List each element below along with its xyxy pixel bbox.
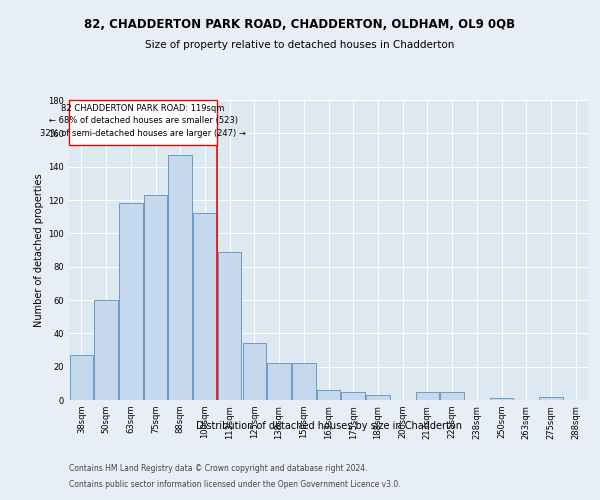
Text: 32% of semi-detached houses are larger (247) →: 32% of semi-detached houses are larger (… — [40, 129, 246, 138]
Bar — [94, 300, 118, 400]
Text: Distribution of detached houses by size in Chadderton: Distribution of detached houses by size … — [196, 421, 462, 431]
Bar — [440, 392, 464, 400]
Bar — [70, 355, 93, 400]
Bar — [539, 396, 563, 400]
Bar — [292, 364, 316, 400]
Bar — [490, 398, 513, 400]
Bar — [416, 392, 439, 400]
Text: 82 CHADDERTON PARK ROAD: 119sqm: 82 CHADDERTON PARK ROAD: 119sqm — [61, 104, 225, 113]
Bar — [366, 395, 389, 400]
Bar — [193, 214, 217, 400]
Bar — [144, 195, 167, 400]
Bar — [119, 204, 143, 400]
Y-axis label: Number of detached properties: Number of detached properties — [34, 173, 44, 327]
Text: 82, CHADDERTON PARK ROAD, CHADDERTON, OLDHAM, OL9 0QB: 82, CHADDERTON PARK ROAD, CHADDERTON, OL… — [85, 18, 515, 30]
Bar — [341, 392, 365, 400]
Bar — [317, 390, 340, 400]
Bar — [268, 364, 291, 400]
Text: ← 68% of detached houses are smaller (523): ← 68% of detached houses are smaller (52… — [49, 116, 238, 124]
Text: Size of property relative to detached houses in Chadderton: Size of property relative to detached ho… — [145, 40, 455, 50]
Text: Contains public sector information licensed under the Open Government Licence v3: Contains public sector information licen… — [69, 480, 401, 489]
Bar — [218, 252, 241, 400]
FancyBboxPatch shape — [69, 100, 217, 145]
Bar — [242, 344, 266, 400]
Bar — [169, 155, 192, 400]
Text: Contains HM Land Registry data © Crown copyright and database right 2024.: Contains HM Land Registry data © Crown c… — [69, 464, 367, 473]
